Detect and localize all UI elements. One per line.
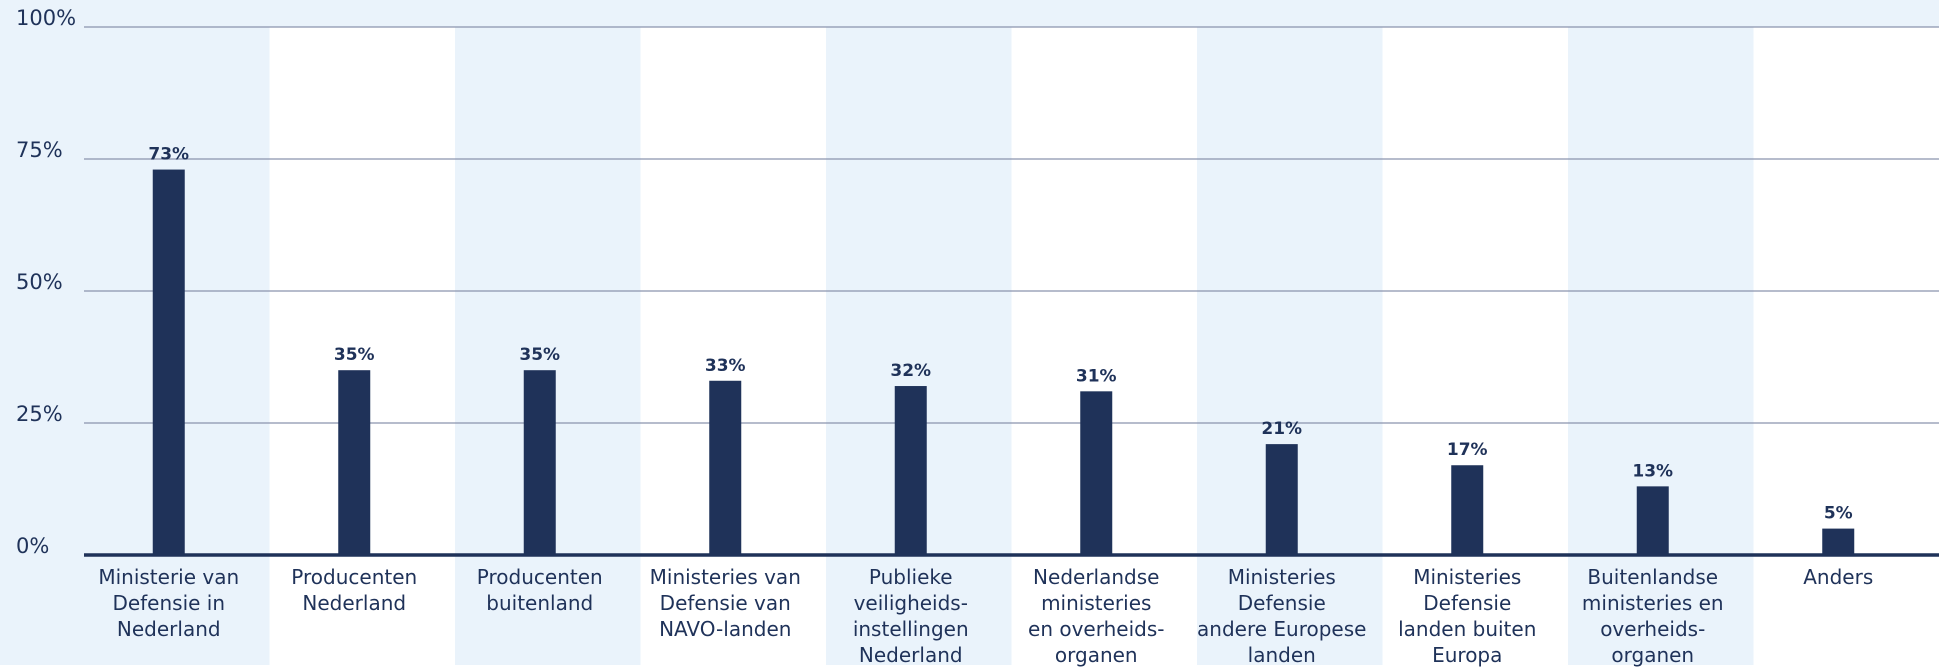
- value-label: 31%: [1076, 366, 1117, 386]
- y-tick-label: 75%: [16, 138, 63, 162]
- x-tick-label: Nederlandse ministeries en overheids- or…: [1028, 565, 1165, 667]
- value-label: 73%: [148, 145, 189, 165]
- value-label: 33%: [705, 356, 746, 376]
- x-tick-label: Ministeries Defensie landen buiten Europ…: [1398, 565, 1537, 667]
- x-tick-label: Ministerie van Defensie in Nederland: [98, 565, 240, 641]
- y-tick-label: 100%: [16, 6, 76, 30]
- y-tick-label: 50%: [16, 270, 63, 294]
- bar: [1451, 465, 1484, 555]
- value-label: 32%: [890, 361, 931, 381]
- y-tick-label: 0%: [16, 534, 49, 558]
- bar: [152, 169, 185, 555]
- bar: [523, 370, 556, 555]
- value-label: 17%: [1447, 440, 1488, 460]
- bar: [1265, 444, 1298, 555]
- x-tick-label: Producenten Nederland: [291, 565, 418, 615]
- bar: [709, 380, 742, 555]
- x-tick-label: Anders: [1803, 565, 1874, 589]
- value-label: 5%: [1824, 504, 1853, 524]
- value-label: 35%: [334, 345, 375, 365]
- bar: [894, 386, 927, 555]
- x-tick-label: Publieke veiligheids- instellingen Neder…: [852, 565, 969, 667]
- value-label: 35%: [519, 345, 560, 365]
- bar: [1080, 391, 1113, 555]
- x-tick-label: Buitenlandse ministeries en overheids- o…: [1581, 565, 1724, 667]
- bar: [1822, 528, 1855, 555]
- value-label: 13%: [1632, 461, 1673, 481]
- x-tick-label: Producenten buitenland: [476, 565, 603, 615]
- x-tick-label: Ministeries Defensie andere Europese lan…: [1197, 565, 1367, 667]
- y-tick-label: 25%: [16, 402, 63, 426]
- bar: [1636, 486, 1669, 555]
- value-label: 21%: [1261, 419, 1302, 439]
- bar: [338, 370, 371, 555]
- x-tick-label: Ministeries van Defensie van NAVO-landen: [649, 565, 801, 641]
